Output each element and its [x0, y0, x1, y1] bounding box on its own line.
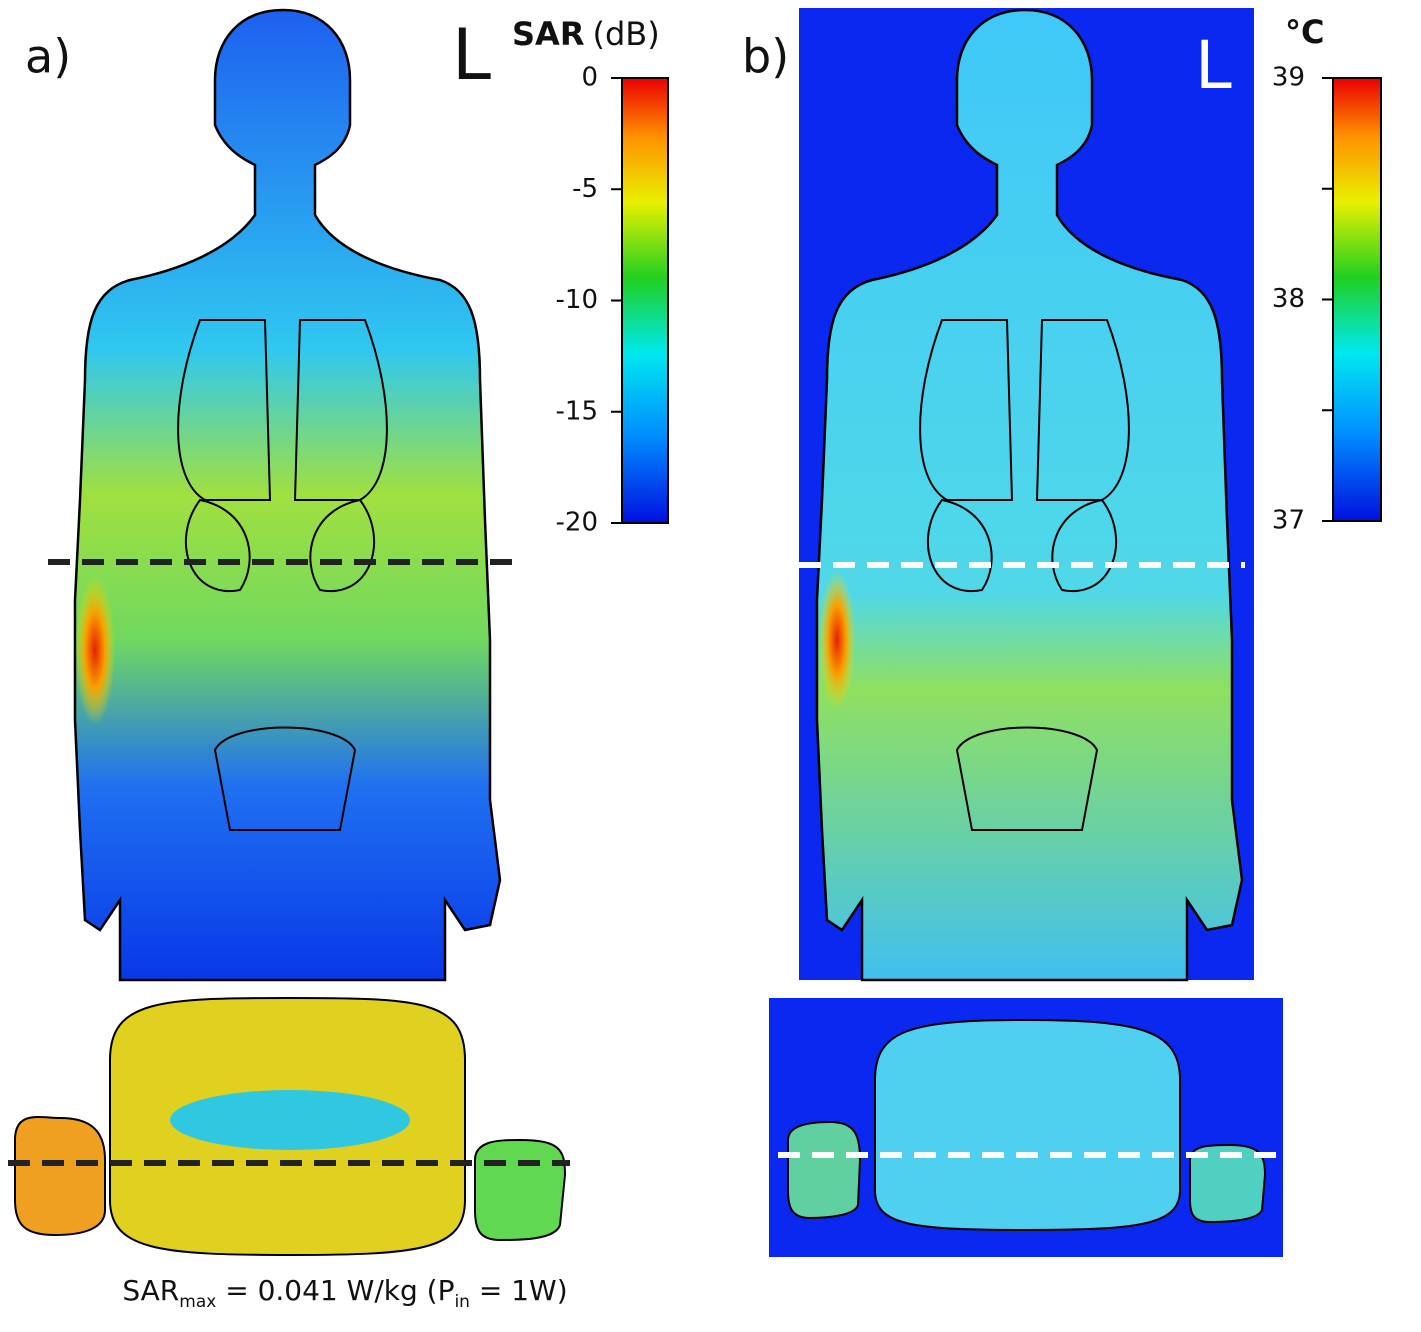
- caption-subscript: in: [454, 1292, 470, 1312]
- cross-section-arm: [787, 1120, 862, 1220]
- panel-a: a) L SAR (dB) SARmax = 0.041 W/kg (Pin = …: [8, 8, 669, 1312]
- colorbar: [621, 77, 669, 524]
- colorbar-title-main: SAR: [512, 15, 584, 53]
- tick-label: -15: [556, 396, 598, 426]
- caption-text: = 0.041 W/kg (P: [216, 1274, 454, 1307]
- sar-body-map: [73, 8, 502, 982]
- tick-label: -5: [572, 174, 598, 204]
- side-marker: L: [1195, 27, 1232, 104]
- tick-label: -10: [556, 285, 598, 315]
- cross-section-torso: [874, 1018, 1181, 1232]
- cross-section-region: [170, 1090, 410, 1150]
- cross-section-arm: [474, 1138, 567, 1242]
- tick-label: -20: [556, 508, 598, 538]
- tick-label: 37: [1272, 506, 1305, 536]
- tick-label: 0: [581, 63, 598, 93]
- hotspot: [75, 575, 115, 725]
- hotspot: [819, 570, 855, 710]
- tick-label: 38: [1272, 284, 1305, 314]
- caption-text: = 1W): [470, 1274, 568, 1307]
- colorbar: [1332, 77, 1382, 522]
- colorbar-unit: (dB): [592, 15, 659, 53]
- panel-label: b): [742, 30, 789, 84]
- side-marker: L: [452, 14, 491, 96]
- caption-subscript: max: [179, 1292, 216, 1312]
- panel-label: a): [25, 30, 71, 84]
- cross-section-arm: [1189, 1143, 1267, 1224]
- colorbar-title: SAR (dB): [512, 15, 660, 53]
- caption: SARmax = 0.041 W/kg (Pin = 1W): [122, 1274, 567, 1312]
- tick-label: 39: [1272, 63, 1305, 93]
- caption-text: SAR: [122, 1274, 179, 1307]
- cross-section-arm: [14, 1116, 106, 1237]
- panel-b: b) L °C: [742, 8, 1382, 1257]
- colorbar-title: °C: [1285, 13, 1324, 51]
